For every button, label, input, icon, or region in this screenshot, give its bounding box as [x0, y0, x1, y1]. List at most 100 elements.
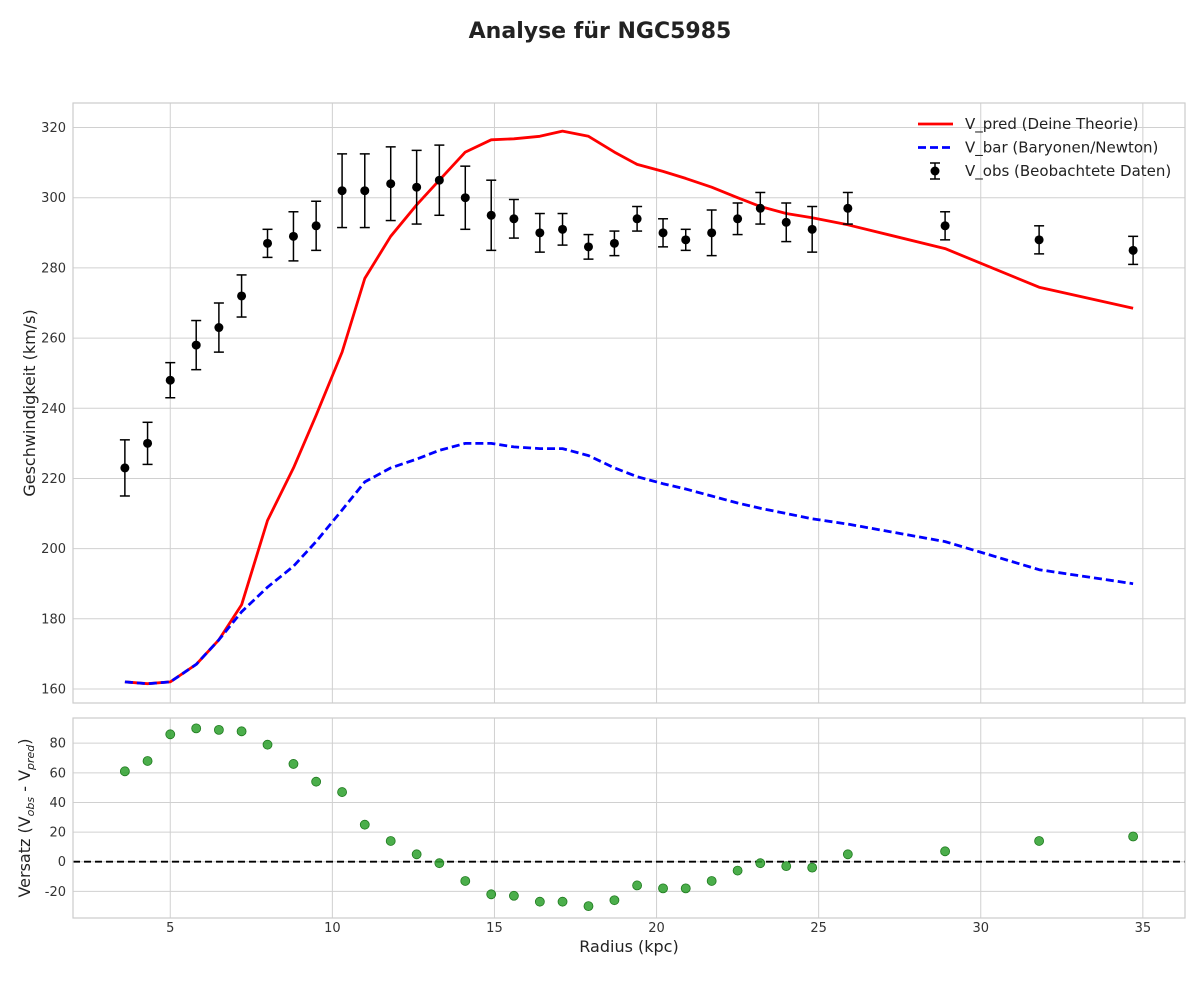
y-tick-labels: -20 0 20 40 60 80 — [45, 737, 66, 900]
residual-point — [807, 862, 818, 873]
residual-point — [732, 865, 743, 876]
baryonic-velocity-line — [124, 442, 1134, 686]
observed-point — [781, 217, 791, 227]
residual-point — [486, 889, 497, 900]
y-tick-label: 160 — [41, 682, 66, 697]
observed-point — [143, 438, 153, 448]
residual-point — [434, 858, 445, 869]
y-tick-label: 200 — [41, 542, 66, 557]
legend-entry-label: V_bar (Baryonen/Newton) — [965, 139, 1158, 158]
predicted-velocity-line — [124, 129, 1134, 686]
residual-point — [680, 883, 691, 894]
y-tick-label: 0 — [58, 855, 66, 870]
y-tick-label: 40 — [49, 796, 66, 811]
observed-point — [940, 221, 950, 231]
residual-point — [191, 723, 202, 734]
observed-point — [558, 224, 568, 234]
y-tick-label: 260 — [41, 332, 66, 347]
x-tick-label: 20 — [648, 921, 665, 936]
series-layer — [119, 129, 1139, 686]
observed-point — [807, 224, 817, 234]
plot-area-background — [73, 103, 1185, 703]
residual-point — [385, 836, 396, 846]
legend-entry-label: V_pred (Deine Theorie) — [965, 115, 1138, 134]
residual-point — [755, 858, 766, 869]
velocity-plot-panel: 160 180 200 220 240 260 280 300 320 Geschwindigk… — [20, 102, 1186, 704]
residual-point — [781, 861, 792, 872]
observed-point — [733, 214, 743, 224]
residual-point — [842, 849, 853, 860]
observed-point — [288, 231, 298, 241]
residual-point — [1128, 831, 1139, 842]
residual-point — [557, 896, 568, 907]
observed-point — [681, 235, 691, 245]
residual-point — [337, 787, 347, 797]
y-tick-labels: 160 180 200 220 240 260 280 300 320 — [41, 121, 66, 697]
observed-point — [412, 182, 422, 192]
residual-point — [1034, 836, 1045, 846]
legend: V_pred (Deine Theorie) V_bar (Baryonen/Ne… — [918, 115, 1171, 181]
plot-frame — [72, 717, 1186, 919]
residual-point — [119, 766, 130, 777]
residual-point — [165, 729, 176, 740]
residual-point — [658, 883, 668, 894]
residual-point — [359, 819, 370, 830]
observed-point — [535, 228, 545, 238]
observed-point — [434, 175, 444, 185]
x-axis-label: Radius (kpc) — [579, 937, 678, 956]
residual-point — [509, 890, 519, 901]
observed-point — [583, 242, 593, 252]
observed-point — [707, 228, 717, 238]
residual-point — [583, 901, 594, 912]
plot-area-background — [73, 718, 1185, 918]
residual-point — [311, 776, 322, 787]
x-tick-label: 5 — [166, 921, 174, 936]
y-tick-label: 180 — [41, 612, 66, 627]
residual-point — [411, 849, 422, 860]
residual-point — [142, 756, 153, 766]
residual-point — [213, 724, 224, 735]
y-tick-label: -20 — [45, 885, 66, 900]
legend-marker-point — [930, 166, 940, 176]
observed-point — [311, 221, 321, 231]
grid-lines — [73, 103, 1185, 703]
y-tick-label: 300 — [41, 191, 66, 206]
observed-point — [658, 228, 668, 238]
observed-point — [486, 210, 496, 220]
observed-point — [263, 238, 273, 248]
observed-point — [1034, 235, 1044, 245]
observed-point — [632, 214, 642, 224]
residual-point — [460, 876, 471, 886]
y-tick-label: 220 — [41, 472, 66, 487]
x-tick-label: 30 — [972, 921, 989, 936]
x-tick-label: 25 — [810, 921, 827, 936]
y-tick-label: 280 — [41, 261, 66, 276]
observed-point — [1128, 245, 1138, 255]
y-tick-label: 60 — [49, 766, 66, 781]
observed-point — [214, 323, 224, 333]
chart-title: Analyse für NGC5985 — [469, 19, 732, 44]
y-tick-label: 20 — [49, 826, 66, 841]
residual-point — [288, 759, 299, 769]
residual-point — [609, 895, 620, 906]
observed-point — [120, 463, 130, 473]
residual-points — [119, 723, 1139, 912]
residual-point — [706, 876, 717, 886]
observed-point — [609, 238, 619, 248]
y-axis-label: Geschwindigkeit (km/s) — [20, 309, 39, 496]
observed-point — [360, 186, 370, 196]
observed-point — [460, 193, 470, 203]
y-tick-label: 240 — [41, 402, 66, 417]
legend-entry-label: V_obs (Beobachtete Daten) — [965, 162, 1171, 181]
x-tick-label: 10 — [324, 921, 341, 936]
x-tick-label: 35 — [1135, 921, 1152, 936]
residual-point — [236, 726, 247, 737]
residual-point — [262, 739, 273, 750]
observed-point — [755, 203, 765, 213]
residual-point — [534, 896, 545, 907]
y-tick-label: 80 — [49, 737, 66, 752]
observed-point — [386, 179, 396, 189]
observed-point — [191, 340, 201, 350]
observed-point — [509, 214, 519, 224]
